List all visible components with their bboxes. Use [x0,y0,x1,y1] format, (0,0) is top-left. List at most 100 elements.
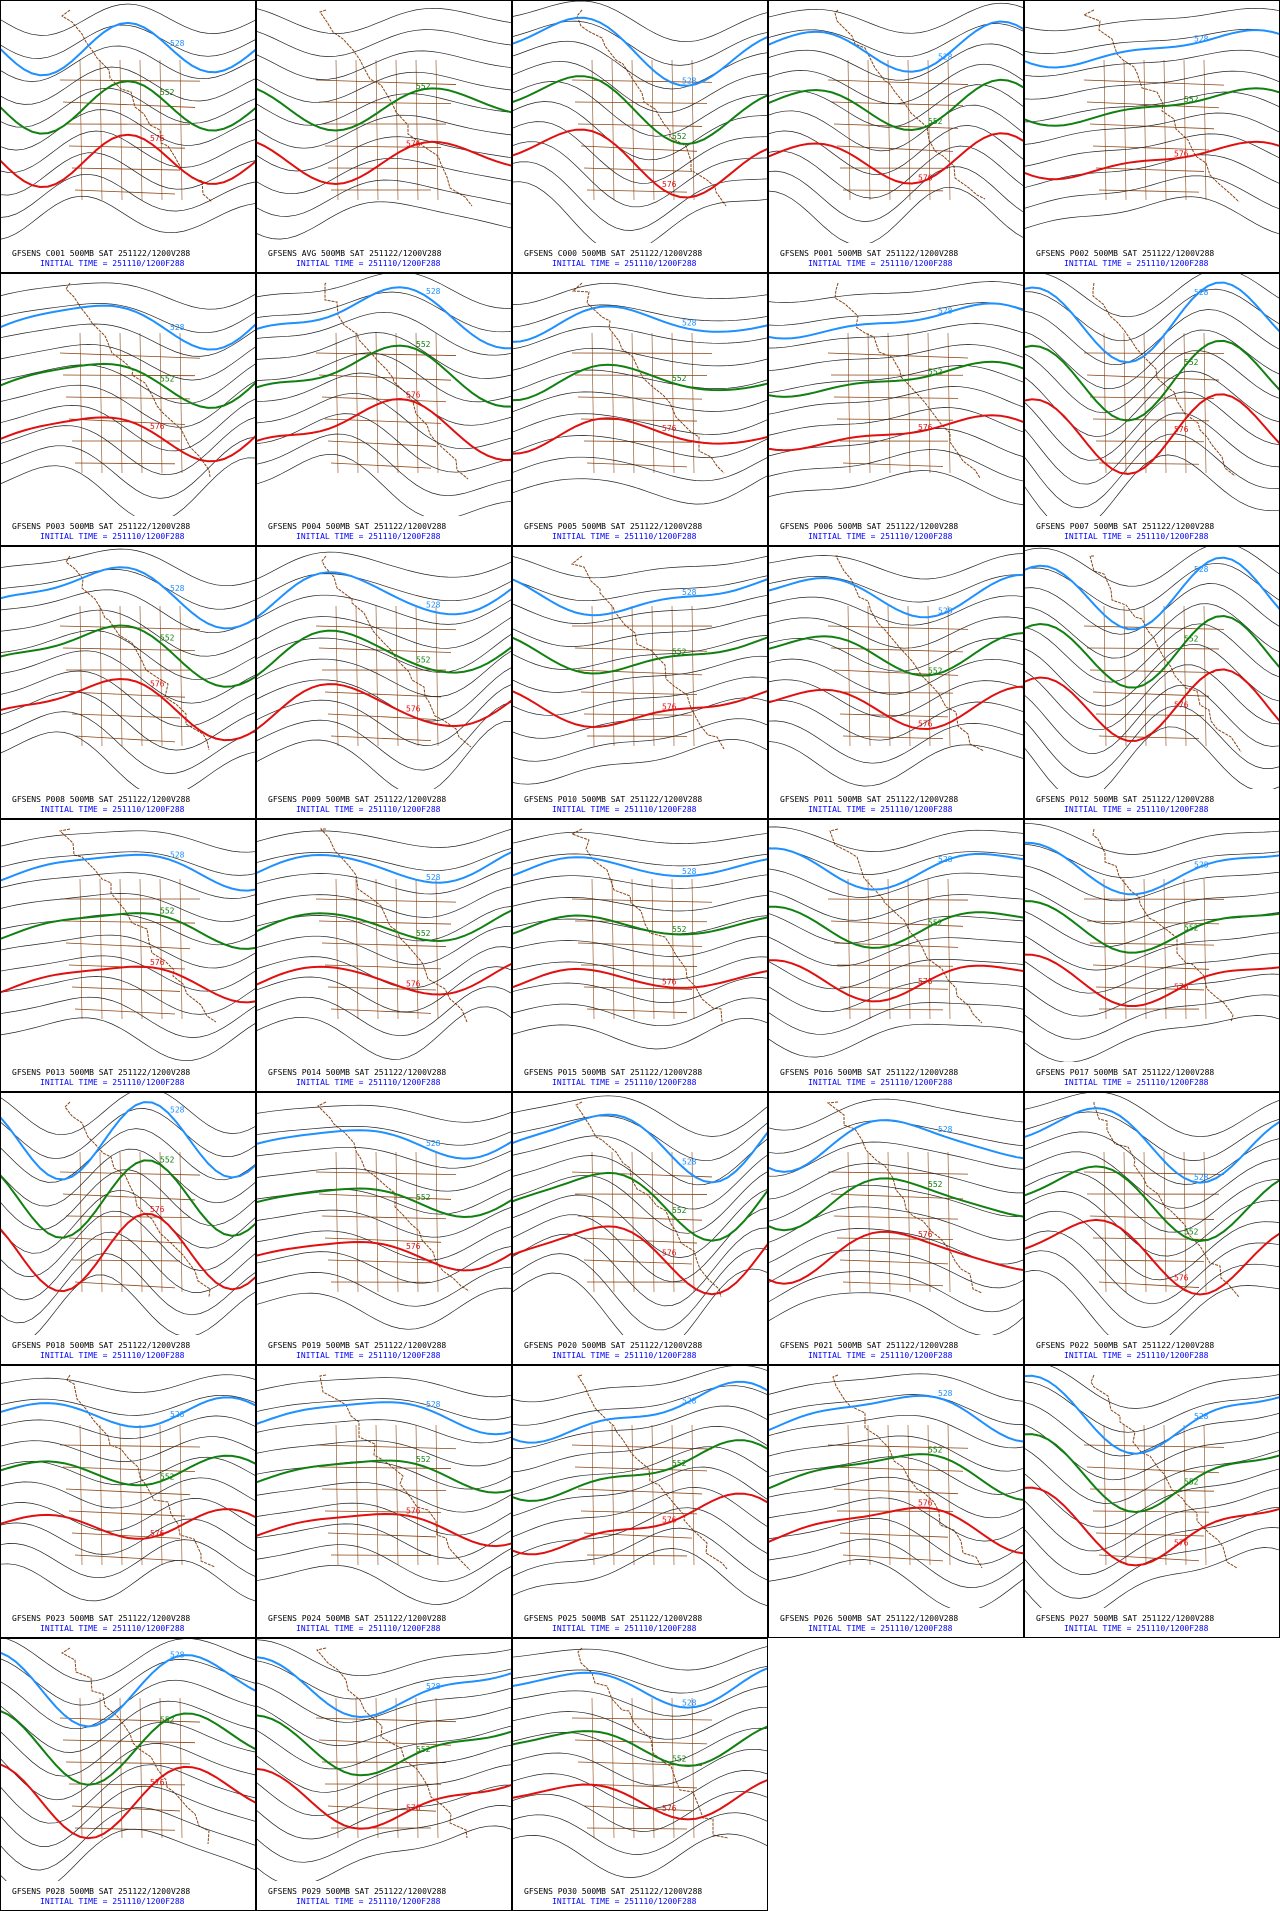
contour [1047,1365,1280,1409]
contour [1024,7,1280,32]
border [327,986,437,991]
border [79,1697,83,1839]
contour-colored [768,573,1024,619]
contour-label: 528 [170,1410,185,1419]
contour-colored [256,1240,512,1272]
contour-colored [256,1714,512,1777]
border [71,167,181,171]
contour [768,1559,1024,1612]
border [1095,713,1205,717]
border [59,1717,201,1723]
contour [512,369,768,392]
contour [512,894,768,912]
contour [512,1645,768,1671]
border [651,1697,655,1839]
border [79,1424,83,1566]
contour-colored [768,632,1024,677]
contour-label: 552 [672,374,687,383]
contour [768,1228,1024,1265]
panel-border [0,273,256,546]
border [99,332,103,474]
border [119,1151,123,1293]
panel-border [256,1092,512,1365]
contour-label: 576 [918,1499,933,1508]
contour [512,1095,768,1137]
border [1089,1488,1215,1492]
border [1123,605,1127,747]
contour [1024,1401,1280,1457]
contour-colored [1024,556,1280,631]
border [139,1424,143,1566]
contour-label: 528 [426,287,441,296]
coastline [317,1101,470,1292]
contour [0,996,256,1038]
border [907,1424,911,1566]
contour [0,1539,256,1579]
panel-title: GFSENS P013 500MB SAT 251122/1200V288 [12,1068,190,1077]
contour [0,934,256,969]
contour-label: 528 [682,867,697,876]
contour-colored [0,1159,256,1239]
border [830,1466,964,1472]
map-panel: 576 552 528 GFSENS P028 500MB SAT 251122/12… [0,1638,256,1911]
contour [1024,843,1280,878]
contour [768,43,1024,81]
label-bg [512,1335,768,1365]
border [867,332,871,474]
border [827,79,969,85]
border [74,1008,176,1015]
contour-label: 576 [150,422,165,431]
border [631,1424,635,1566]
border [74,735,176,743]
coastline [61,1647,210,1845]
border [1163,605,1167,747]
contour-colored [0,362,256,409]
contour-colored [768,905,1024,949]
border [324,145,442,148]
border [580,691,698,696]
contour [768,1538,1024,1588]
border [71,1259,181,1262]
contour [512,676,768,716]
panel-border [256,273,512,546]
border [318,101,452,105]
contour [768,1098,1024,1131]
contour [768,1249,1024,1289]
contour-label: 528 [682,588,697,597]
contour-label: 552 [928,667,943,676]
panel-border [0,819,256,1092]
contour-label: 576 [662,1804,677,1813]
contour [0,976,256,1015]
contour-colored [1024,668,1280,742]
border [79,605,83,747]
contour [256,966,512,1013]
panel-init-time: INITIAL TIME = 251110/1200F288 [552,259,697,268]
contour-label: 552 [928,918,943,927]
contour-colored [1024,1374,1280,1455]
label-bg [512,1881,768,1911]
border [651,332,655,474]
coastline [832,1374,983,1569]
contour-label: 552 [160,633,175,642]
contour-label: 576 [918,720,933,729]
border [139,605,143,747]
contour [768,958,1024,990]
contour [1024,583,1280,635]
label-bg [256,789,512,819]
contour [256,372,512,426]
label-bg [512,516,768,546]
contour [512,304,768,328]
contour-label: 552 [928,1180,943,1189]
border [321,942,447,947]
contour-colored [768,20,1024,73]
contour [1024,175,1280,210]
contour [512,475,768,505]
label-bg [0,1881,256,1911]
coastline [576,9,727,207]
contour [0,1252,256,1324]
contour-colored [768,1119,1024,1173]
contour [256,1398,512,1421]
contour [256,1764,512,1817]
contour-colored [512,1380,768,1444]
contour-label: 528 [170,851,185,860]
